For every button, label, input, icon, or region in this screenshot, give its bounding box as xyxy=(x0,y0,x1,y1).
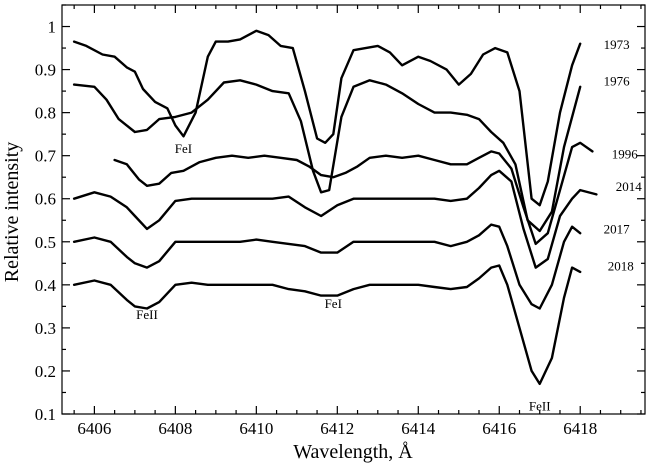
y-tick-label: 0.2 xyxy=(35,362,56,381)
x-tick-label: 6408 xyxy=(158,419,192,438)
series-label-2014: 2014 xyxy=(616,179,643,194)
annotation-label: FeI xyxy=(175,141,192,156)
y-tick-label: 0.4 xyxy=(35,276,57,295)
series-lines xyxy=(72,29,598,386)
annotation-label: FeII xyxy=(529,398,551,413)
x-tick-label: 6412 xyxy=(320,419,354,438)
plot-frame xyxy=(61,4,646,415)
y-tick-label: 0.9 xyxy=(35,61,56,80)
y-axis: 0.1 0.2 0.3 0.4 0.5 0.6 0.7 0.8 0.9 1 xyxy=(35,4,645,424)
series-line-1996 xyxy=(113,141,594,246)
series-labels: 1973 1976 1996 2014 2017 2018 xyxy=(604,37,643,273)
series-label-1973: 1973 xyxy=(604,37,630,52)
x-axis-title: Wavelength, Å xyxy=(293,441,413,463)
series-label-1996: 1996 xyxy=(612,146,639,161)
annotation-label: FeI xyxy=(325,296,342,311)
series-line-2018 xyxy=(72,264,582,386)
y-tick-label: 0.3 xyxy=(35,319,56,338)
x-tick-label: 6406 xyxy=(77,419,111,438)
series-line-2017 xyxy=(72,223,582,310)
x-tick-label: 6410 xyxy=(239,419,273,438)
series-line-2014 xyxy=(72,169,598,269)
y-tick-label: 0.8 xyxy=(35,104,56,123)
x-tick-label: 6414 xyxy=(401,419,436,438)
y-tick-label: 0.1 xyxy=(35,405,56,424)
y-tick-label: 0.6 xyxy=(35,190,56,209)
series-label-2018: 2018 xyxy=(608,258,634,273)
y-tick-label: 0.7 xyxy=(35,147,57,166)
line-annotations: FeI FeII FeI FeII xyxy=(136,141,550,413)
x-axis: 6406 6408 6410 6412 6414 6416 6418 xyxy=(73,5,642,438)
series-label-2017: 2017 xyxy=(604,222,631,237)
y-axis-title: Relative intensity xyxy=(1,142,23,283)
annotation-label: FeII xyxy=(136,307,158,322)
x-tick-label: 6418 xyxy=(563,419,597,438)
series-line-1973 xyxy=(72,29,582,207)
x-tick-label: 6416 xyxy=(482,419,516,438)
y-tick-label: 1 xyxy=(48,18,57,37)
series-line-1976 xyxy=(72,79,582,233)
y-tick-label: 0.5 xyxy=(35,233,56,252)
series-label-1976: 1976 xyxy=(604,74,631,89)
